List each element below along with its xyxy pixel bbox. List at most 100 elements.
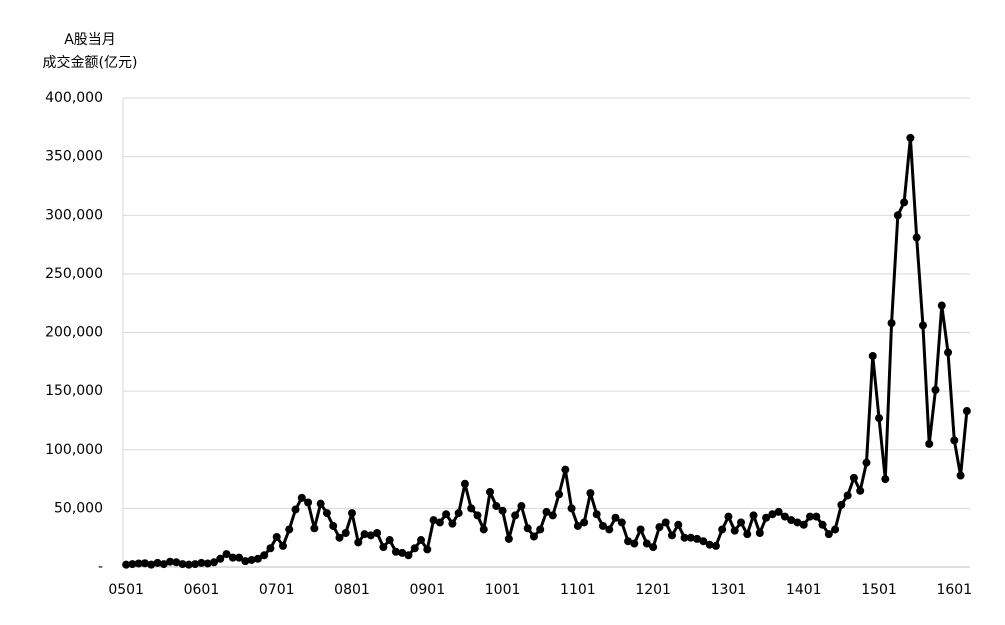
marker [467,504,476,513]
x-tick-label: 0801 [334,582,370,598]
marker [661,518,670,527]
marker [385,536,394,545]
marker [310,524,319,533]
marker [410,544,419,553]
marker [322,509,331,518]
marker [511,511,520,520]
marker [887,319,896,328]
marker [906,133,915,142]
marker [956,471,965,480]
y-tick-label: 350,000 [45,149,103,165]
marker [492,502,501,511]
marker [297,493,306,502]
marker [893,211,902,220]
marker [718,525,727,534]
x-tick-label: 0901 [409,582,445,598]
marker [354,538,363,547]
x-tick-label: 1001 [485,582,521,598]
marker [573,521,582,530]
marker [736,518,745,527]
marker [448,519,457,528]
marker [548,511,557,520]
marker [755,528,764,537]
marker [837,500,846,509]
line [126,136,969,567]
marker [341,528,350,537]
marker [529,532,538,541]
marker [768,510,777,519]
marker [743,530,752,539]
marker [272,532,281,541]
marker [636,525,645,534]
marker [655,523,664,532]
marker [140,559,149,568]
marker [875,414,884,423]
marker [699,537,708,546]
marker [536,525,545,534]
marker [454,509,463,518]
marker [316,499,325,508]
marker [222,550,231,559]
marker [398,548,407,557]
marker [843,491,852,500]
marker [705,540,714,549]
marker [787,516,796,525]
marker [686,533,695,542]
marker [925,439,934,448]
marker [134,559,143,568]
marker [862,458,871,467]
marker [592,510,601,519]
marker [153,558,162,567]
marker [605,525,614,534]
marker [266,544,275,553]
marker [649,543,658,552]
marker [498,506,507,515]
x-tick-label: 1201 [635,582,671,598]
x-tick-label: 1401 [786,582,822,598]
marker [235,553,244,562]
marker [937,301,946,310]
marker [680,533,689,542]
marker [391,547,400,556]
marker [944,348,953,357]
marker [517,502,526,511]
marker [561,465,570,474]
marker [711,541,720,550]
marker [774,507,783,516]
y-tick-label: - [98,559,103,575]
marker [667,531,676,540]
marker [630,539,639,548]
x-tick-label: 1601 [936,582,972,598]
marker [555,490,564,499]
marker [197,558,206,567]
marker [228,553,237,562]
marker [693,534,702,543]
marker [799,520,808,529]
marker [724,512,733,521]
marker [856,486,865,495]
marker [806,512,815,521]
y-tick-label: 200,000 [45,325,103,341]
marker [423,545,432,554]
marker [962,407,971,416]
marker [366,531,375,540]
marker [793,518,802,527]
marker [335,533,344,542]
x-tick-label: 0701 [259,582,295,598]
marker [147,560,156,569]
y-tick-label: 250,000 [45,266,103,282]
marker [818,520,827,529]
marker [749,511,758,520]
x-tick-label: 0601 [184,582,220,598]
marker [203,559,212,568]
marker [304,498,313,507]
marker [172,558,181,567]
marker [624,537,633,546]
marker [253,554,262,563]
marker [586,489,595,498]
y-axis-label: 成交金额(亿元) [43,54,138,71]
marker [429,516,438,525]
marker [812,512,821,521]
marker [831,525,840,534]
